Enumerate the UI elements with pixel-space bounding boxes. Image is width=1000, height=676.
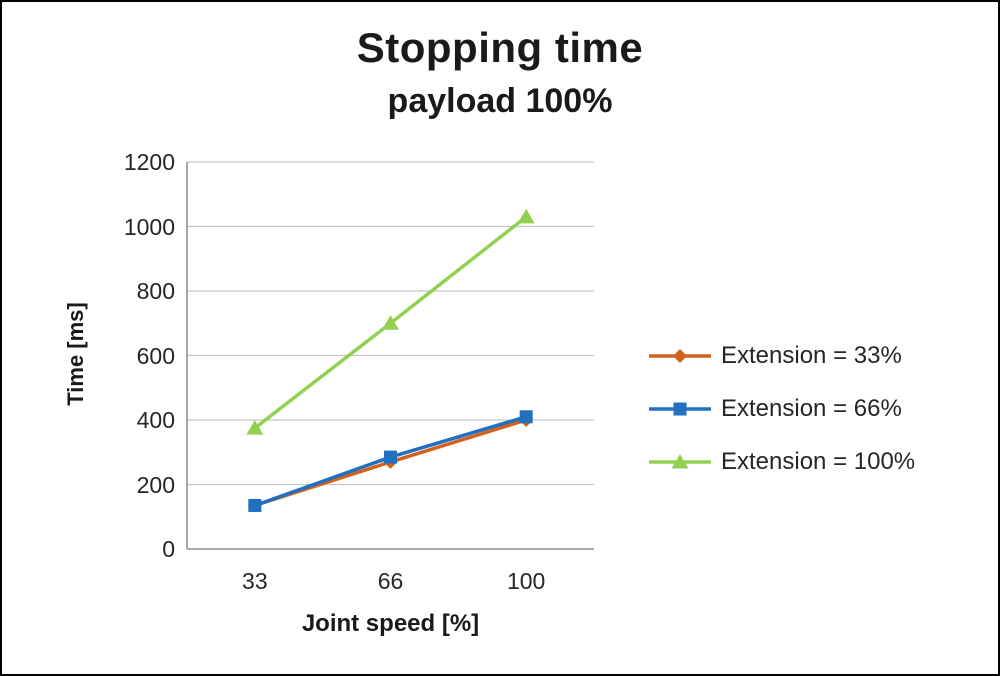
data-point-marker <box>248 498 262 512</box>
legend: Extension = 33% Extension = 66% Extension … <box>647 342 915 476</box>
chart-subtitle: payload 100% <box>387 82 613 120</box>
x-tick-label: 33 <box>242 568 268 594</box>
data-point-marker <box>673 349 687 363</box>
data-point-marker <box>673 402 687 416</box>
data-point-marker <box>382 315 399 330</box>
data-point-marker <box>671 454 689 469</box>
legend-swatch <box>649 402 711 416</box>
y-axis-title: Time [ms] <box>63 302 88 406</box>
y-tick-label: 200 <box>136 471 175 498</box>
y-tick-label: 1000 <box>123 213 175 240</box>
data-point-marker <box>246 420 264 435</box>
y-tick-label: 400 <box>136 407 175 433</box>
legend-item: Extension = 100% <box>647 448 915 476</box>
legend-item: Extension = 66% <box>647 395 915 423</box>
x-tick-label: 66 <box>377 568 404 594</box>
legend-label: Extension = 66% <box>721 395 902 422</box>
y-tick-label: 1200 <box>123 149 175 175</box>
x-axis-title: Joint speed [%] <box>301 610 480 637</box>
data-point-marker <box>519 410 533 424</box>
data-point-marker <box>517 208 535 224</box>
legend-label: Extension = 100% <box>721 448 916 475</box>
y-tick-label: 0 <box>162 536 175 562</box>
legend-item: Extension = 33% <box>647 342 915 370</box>
x-tick-label: 100 <box>506 568 546 594</box>
data-point-marker <box>384 450 397 464</box>
legend-swatch <box>649 349 711 363</box>
y-tick-label: 600 <box>136 342 175 369</box>
y-tick-label: 800 <box>136 278 175 304</box>
chart-title: Stopping time <box>356 24 644 71</box>
legend-label: Extension = 33% <box>721 342 902 369</box>
legend-swatch <box>649 454 711 469</box>
